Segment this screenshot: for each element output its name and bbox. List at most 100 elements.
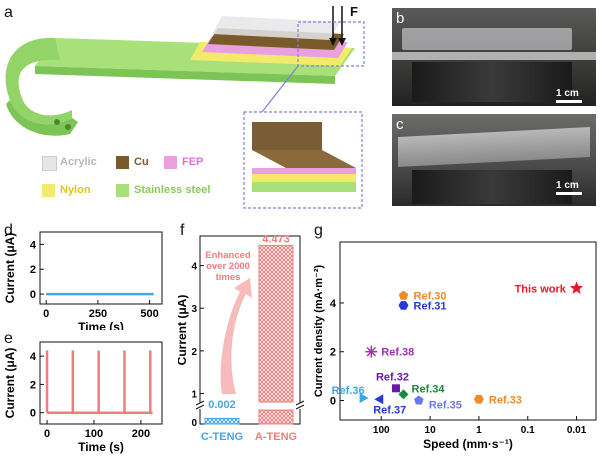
bar-value-label: 0.002 [208,399,236,411]
scalebar-c-label: 1 cm [556,180,579,191]
inset-fep-layer [252,168,356,174]
axis-break-mark [295,400,305,406]
x-tick-label: 1 [476,425,482,436]
point-label: Ref.37 [373,404,406,416]
plot-frame [39,341,163,425]
bar-a-teng-upper [258,244,294,403]
legend-label-steel: Stainless steel [134,184,211,196]
photo-device-bent-view: c 1 cm [392,114,596,206]
inset-cu-block [252,122,322,150]
enhancement-annotation: over 2000 [206,261,250,272]
point-label: Ref.34 [412,383,446,395]
y-tick-label: 1 [191,389,197,400]
photo-steel-surface [398,126,590,168]
panel-letter-c: c [396,116,404,133]
plot-frame [199,235,301,425]
y-tick-label: 4 [330,298,337,310]
y-tick-label: 4 [30,351,37,363]
point-label: Ref.33 [489,394,522,406]
axis-break-gap [197,403,303,409]
inset-cu-layer [252,150,356,168]
x-tick-label: 200 [132,428,150,440]
x-tick-label: 0 [43,308,49,320]
legend-label-cu: Cu [134,156,149,168]
enhancement-arrow [220,278,252,394]
y-tick-label: 0 [30,289,36,301]
point-label: Ref.31 [414,300,447,312]
x-tick-label: 250 [89,308,107,320]
force-arrow-head [329,38,337,46]
legend-swatch-acrylic [42,156,57,171]
y-tick-label: 2 [30,264,36,276]
axis-break-mark [195,400,205,406]
marker-ref-30 [398,290,409,300]
marker-ref-33 [473,394,484,404]
x-tick-label: 0.01 [567,425,587,436]
steel-strip-front [35,66,335,84]
y-tick-label: 0 [30,408,36,420]
x-tick-label: 100 [373,425,390,436]
plot-frame [339,241,597,421]
chart-current-comparison: 1 2 3 4 0 0.002 C-TENG 4.473 A-TENG Current (μA) E… [178,233,305,443]
bar-value-label: 4.473 [262,233,290,245]
legend-label-nylon: Nylon [60,184,91,196]
marker-this-work [569,281,584,294]
point-label: Ref.32 [376,371,409,383]
panel-letter-a: a [4,4,13,21]
device-schematic [5,6,365,209]
x-axis-label: Speed (mm·s⁻¹) [423,437,513,451]
point-label: Ref.36 [332,385,365,397]
scalebar-b-bar [556,100,582,103]
panel-letter-g: g [314,222,323,239]
marker-ref-31 [398,301,409,310]
photo-acrylic-block [402,28,572,50]
steel-strip-bend-side [6,100,78,136]
marker-ref-32 [391,384,400,393]
x-category-label: C-TENG [201,431,243,443]
chart-current-density-vs-speed: 0 2 4 100 10 1 0.1 0.01 Speed (mm·s⁻¹) Current de… [313,241,597,451]
steel-strip-bend [5,37,72,125]
marker-ref-34 [398,389,409,400]
chart-current-cteng: 0 2 4 0 250 500 Time (s) Current (μA) [3,231,163,330]
y-tick-label: 2 [30,379,36,391]
legend-swatch-fep [164,156,177,169]
photo-device-side-view: b 1 cm [392,8,596,106]
photo-stage [412,62,572,102]
y-tick-label: 2 [191,347,197,358]
point-label: Ref.30 [414,291,447,303]
point-label: This work [515,283,567,295]
y-axis-label: Current (μA) [3,233,17,304]
inset-steel-layer [252,182,356,192]
panel-letter-b: b [396,10,405,27]
y-tick-label: 4 [191,262,197,273]
marker-ref-36 [359,393,369,404]
panel-letter-d: d [4,222,13,239]
mount-hole [65,124,71,130]
y-tick-label: 3 [191,304,197,315]
x-tick-label: 0 [44,428,50,440]
inset-nylon-layer [252,174,356,182]
y-tick-label: 2 [330,347,336,359]
legend-swatch-cu [116,156,129,169]
legend-label-fep: FEP [182,156,204,168]
enhancement-annotation: Enhanced [205,250,251,261]
y-tick-label: 0 [330,395,336,407]
x-tick-label: 100 [85,428,103,440]
x-tick-label: 10 [425,425,437,436]
force-arrow-head [338,38,346,46]
panel-letter-f: f [180,222,185,239]
bar-c-teng [204,417,240,425]
plot-frame [39,231,163,305]
zoom-connector [261,65,299,113]
mount-hole [54,119,60,125]
x-tick-label: 500 [140,308,158,320]
axis-break-mark [195,404,205,410]
scalebar-c-bar [556,192,582,195]
panel-letter-e: e [4,330,13,347]
photo-steel-strip [392,52,596,60]
y-axis-label: Current density (mA·m⁻²) [313,265,325,398]
force-label: F [350,4,358,19]
photo-stage [412,170,572,204]
zoom-region-box [297,21,365,67]
marker-ref-38 [366,346,377,357]
